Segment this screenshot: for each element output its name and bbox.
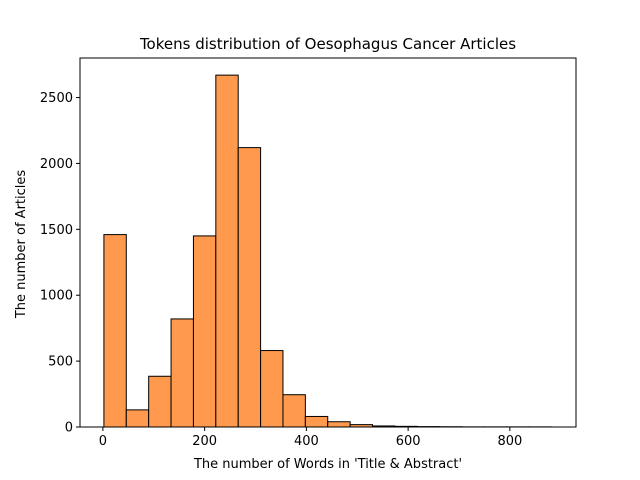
x-axis-ticks: 0 200 400 600 800 — [99, 427, 522, 449]
y-tick-label: 500 — [48, 355, 73, 370]
histogram-bar — [215, 74, 239, 428]
histogram-bar — [148, 375, 172, 428]
histogram-bar — [260, 350, 284, 428]
y-tick-label: 1500 — [40, 223, 73, 238]
histogram-bar — [237, 147, 262, 428]
x-tick-label: 200 — [192, 434, 217, 449]
y-tick-label: 1000 — [40, 289, 73, 304]
y-tick-label: 0 — [65, 421, 73, 436]
histogram-bar — [304, 415, 329, 428]
x-tick-label: 800 — [497, 434, 522, 449]
chart-title: Tokens distribution of Oesophagus Cancer… — [139, 35, 516, 53]
y-axis-label: The number of Articles — [14, 170, 29, 320]
x-axis-label: The number of Words in 'Title & Abstract… — [193, 457, 462, 472]
x-tick-label: 0 — [99, 434, 107, 449]
histogram-bar — [192, 235, 217, 428]
plot-frame — [79, 57, 577, 428]
y-tick-label: 2000 — [40, 157, 73, 172]
bars-group — [103, 74, 553, 428]
x-tick-label: 400 — [294, 434, 319, 449]
histogram-bar — [327, 421, 351, 428]
histogram-bar — [170, 318, 194, 428]
histogram-bar — [125, 409, 150, 428]
y-tick-label: 2500 — [40, 91, 73, 106]
histogram-bar — [282, 394, 306, 428]
y-axis-ticks: 0 500 1000 1500 2000 2500 — [40, 91, 80, 436]
x-tick-label: 600 — [396, 434, 421, 449]
histogram-bar — [103, 234, 127, 428]
